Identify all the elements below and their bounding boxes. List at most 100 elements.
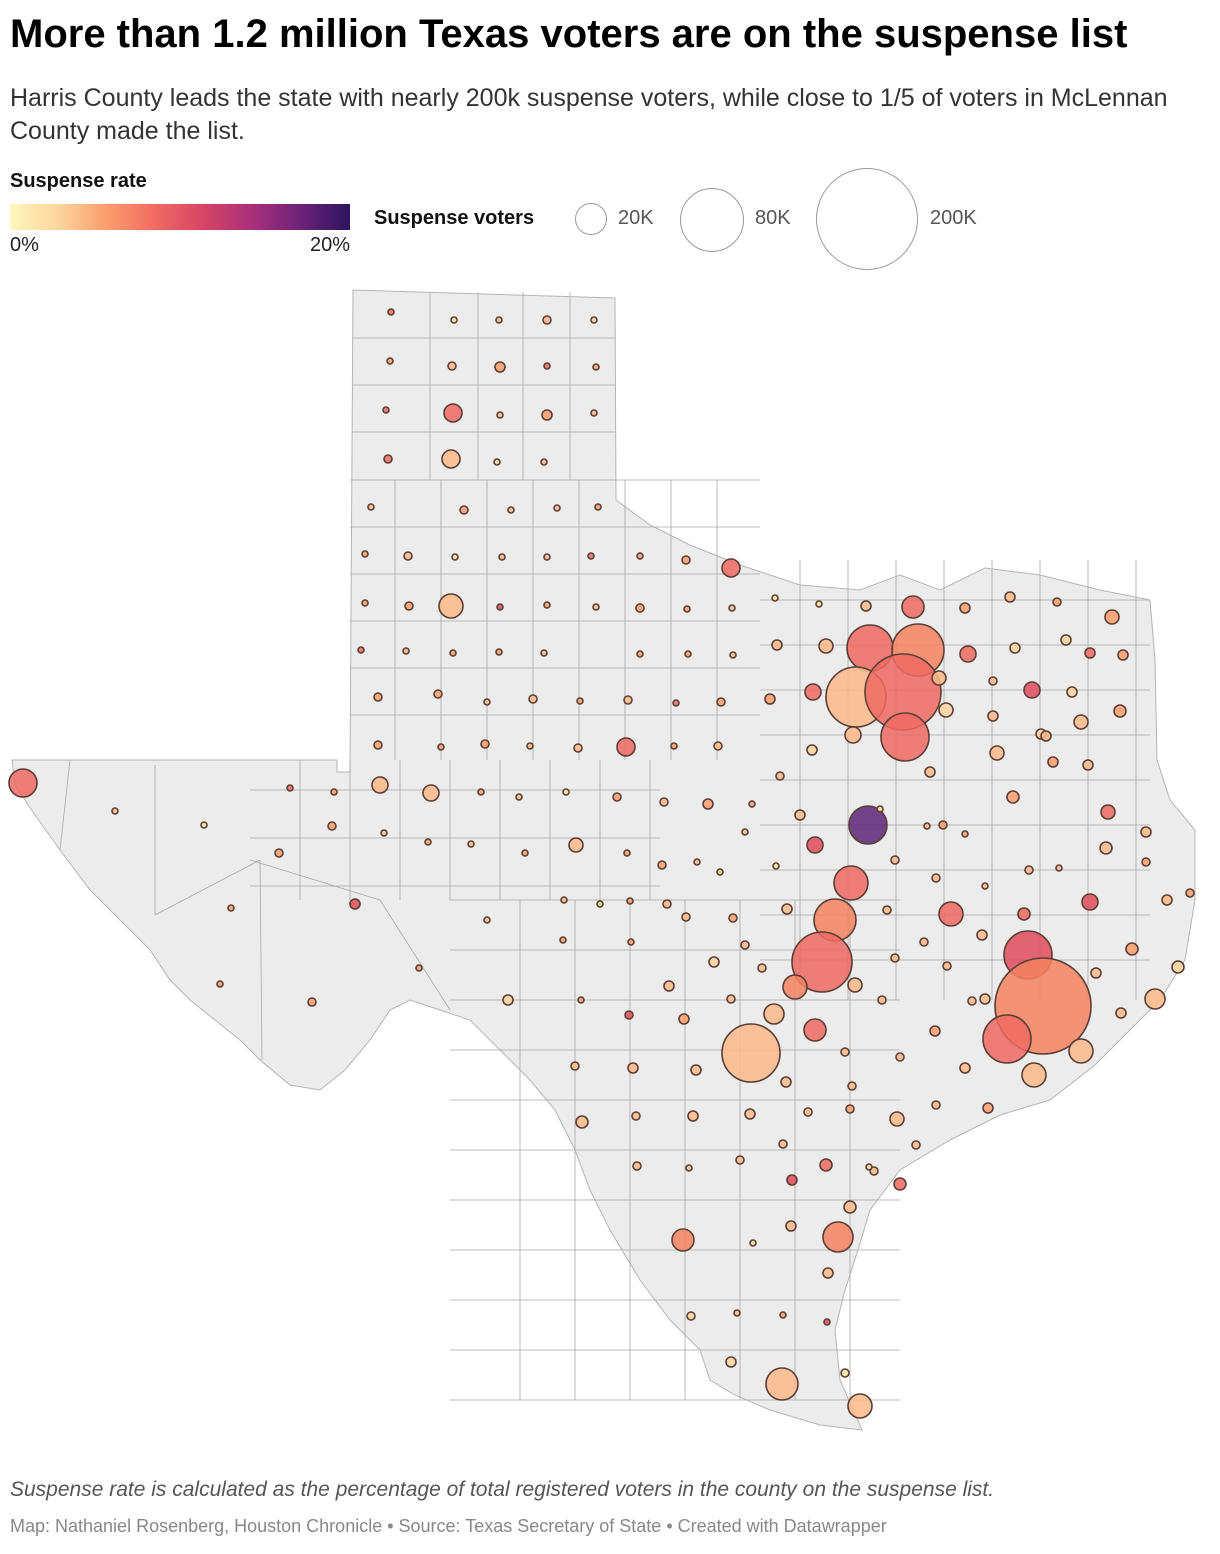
county-bubble[interactable] bbox=[286, 784, 294, 792]
county-bubble[interactable] bbox=[938, 820, 948, 830]
county-bubble[interactable] bbox=[1004, 591, 1016, 603]
county-bubble[interactable] bbox=[818, 638, 834, 654]
county-bubble[interactable] bbox=[493, 458, 501, 466]
county-bubble[interactable] bbox=[779, 1311, 787, 1319]
county-bubble[interactable] bbox=[1090, 967, 1102, 979]
county-bubble[interactable] bbox=[403, 551, 413, 561]
county-bubble[interactable] bbox=[685, 1164, 693, 1172]
county-bubble[interactable] bbox=[1084, 647, 1096, 659]
county-bubble[interactable] bbox=[627, 938, 635, 946]
county-bubble[interactable] bbox=[1117, 649, 1129, 661]
county-bubble[interactable] bbox=[447, 361, 457, 371]
county-bubble[interactable] bbox=[576, 697, 584, 705]
county-bubble[interactable] bbox=[387, 308, 395, 316]
county-bubble[interactable] bbox=[778, 1139, 788, 1149]
county-bubble[interactable] bbox=[521, 849, 529, 857]
county-bubble[interactable] bbox=[526, 742, 534, 750]
county-bubble[interactable] bbox=[367, 503, 375, 511]
county-bubble[interactable] bbox=[982, 1102, 994, 1114]
county-bubble[interactable] bbox=[568, 837, 584, 853]
county-bubble[interactable] bbox=[693, 858, 701, 866]
county-bubble[interactable] bbox=[540, 649, 548, 657]
county-bubble[interactable] bbox=[893, 1177, 907, 1191]
county-bubble[interactable] bbox=[1068, 1038, 1094, 1064]
county-bubble[interactable] bbox=[1017, 907, 1031, 921]
county-bubble[interactable] bbox=[721, 558, 741, 578]
county-bubble[interactable] bbox=[764, 693, 776, 705]
county-bubble[interactable] bbox=[361, 550, 369, 558]
county-bubble[interactable] bbox=[659, 797, 669, 807]
county-bubble[interactable] bbox=[507, 506, 515, 514]
county-bubble[interactable] bbox=[740, 940, 750, 950]
county-bubble[interactable] bbox=[542, 315, 552, 325]
county-bubble[interactable] bbox=[690, 1064, 702, 1076]
county-bubble[interactable] bbox=[938, 702, 954, 718]
county-bubble[interactable] bbox=[890, 953, 900, 963]
county-bubble[interactable] bbox=[373, 692, 383, 702]
county-bubble[interactable] bbox=[1055, 864, 1063, 872]
county-bubble[interactable] bbox=[480, 739, 490, 749]
county-bubble[interactable] bbox=[1161, 894, 1173, 906]
county-bubble[interactable] bbox=[575, 1115, 589, 1129]
county-bubble[interactable] bbox=[570, 1061, 580, 1071]
county-bubble[interactable] bbox=[889, 1111, 905, 1127]
county-bubble[interactable] bbox=[662, 899, 672, 909]
county-bubble[interactable] bbox=[437, 743, 445, 751]
county-bubble[interactable] bbox=[1081, 893, 1099, 911]
county-bubble[interactable] bbox=[626, 897, 634, 905]
county-bubble[interactable] bbox=[515, 793, 523, 801]
county-bubble[interactable] bbox=[840, 1047, 850, 1057]
county-bubble[interactable] bbox=[877, 995, 887, 1005]
county-bubble[interactable] bbox=[803, 1107, 813, 1117]
county-bubble[interactable] bbox=[780, 1076, 792, 1088]
county-bubble[interactable] bbox=[573, 743, 583, 753]
county-bubble[interactable] bbox=[380, 829, 388, 837]
county-bubble[interactable] bbox=[976, 929, 988, 941]
county-bubble[interactable] bbox=[404, 601, 414, 611]
county-bubble[interactable] bbox=[726, 994, 736, 1004]
county-bubble[interactable] bbox=[441, 449, 461, 469]
county-bubble[interactable] bbox=[806, 836, 824, 854]
county-bubble[interactable] bbox=[771, 639, 783, 651]
county-bubble[interactable] bbox=[528, 694, 538, 704]
county-bubble[interactable] bbox=[1073, 714, 1089, 730]
county-bubble[interactable] bbox=[819, 1158, 833, 1172]
county-bubble[interactable] bbox=[786, 1174, 798, 1186]
county-bubble[interactable] bbox=[716, 697, 726, 707]
county-bubble[interactable] bbox=[1171, 960, 1185, 974]
county-bubble[interactable] bbox=[938, 901, 964, 927]
county-bubble[interactable] bbox=[349, 898, 361, 910]
county-bubble[interactable] bbox=[959, 602, 971, 614]
county-bubble[interactable] bbox=[931, 873, 941, 883]
county-bubble[interactable] bbox=[330, 788, 338, 796]
county-bubble[interactable] bbox=[592, 363, 600, 371]
county-bubble[interactable] bbox=[371, 776, 389, 794]
county-bubble[interactable] bbox=[636, 650, 644, 658]
county-bubble[interactable] bbox=[327, 821, 337, 831]
county-bubble[interactable] bbox=[635, 603, 645, 613]
county-bubble[interactable] bbox=[713, 741, 723, 751]
county-bubble[interactable] bbox=[728, 604, 736, 612]
county-bubble[interactable] bbox=[880, 712, 930, 762]
county-bubble[interactable] bbox=[274, 848, 284, 858]
county-bubble[interactable] bbox=[623, 849, 631, 857]
county-bubble[interactable] bbox=[987, 710, 999, 722]
county-bubble[interactable] bbox=[663, 980, 675, 992]
county-bubble[interactable] bbox=[590, 316, 598, 324]
county-bubble[interactable] bbox=[1082, 759, 1094, 771]
county-bubble[interactable] bbox=[483, 698, 491, 706]
county-bubble[interactable] bbox=[845, 1104, 855, 1114]
county-bubble[interactable] bbox=[496, 411, 504, 419]
county-bubble[interactable] bbox=[1066, 686, 1078, 698]
county-bubble[interactable] bbox=[803, 1018, 827, 1042]
county-bubble[interactable] bbox=[924, 766, 936, 778]
county-bubble[interactable] bbox=[961, 830, 969, 838]
county-bubble[interactable] bbox=[989, 745, 1005, 761]
county-bubble[interactable] bbox=[361, 599, 369, 607]
county-bubble[interactable] bbox=[763, 1003, 785, 1025]
county-bubble[interactable] bbox=[848, 805, 888, 845]
county-bubble[interactable] bbox=[791, 931, 853, 993]
county-bubble[interactable] bbox=[728, 913, 738, 923]
county-bubble[interactable] bbox=[678, 1013, 690, 1025]
county-bubble[interactable] bbox=[876, 805, 884, 813]
